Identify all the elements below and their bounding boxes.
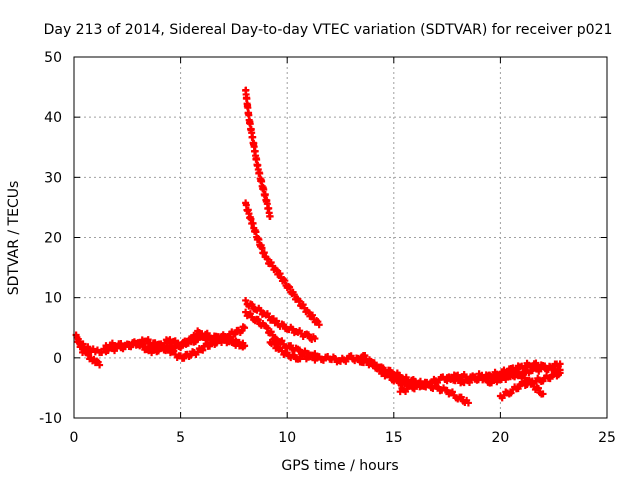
data-point (231, 330, 239, 338)
data-point (354, 354, 362, 362)
data-point (270, 340, 278, 348)
x-tick-label: 20 (491, 430, 509, 446)
data-point (257, 306, 265, 314)
data-point (254, 315, 262, 323)
data-point (248, 301, 256, 309)
data-point (556, 360, 564, 368)
series-arc-6 (242, 86, 274, 220)
data-point (187, 338, 195, 346)
data-point (311, 335, 319, 343)
data-point (281, 277, 289, 285)
data-point (464, 399, 472, 407)
data-point (315, 321, 323, 329)
y-tick-label: 20 (44, 231, 62, 247)
series-arc-7 (242, 199, 323, 329)
data-point (273, 266, 281, 274)
data-point (171, 337, 179, 345)
data-layer (72, 86, 564, 407)
data-point (263, 255, 271, 263)
data-point (290, 351, 298, 359)
data-point (457, 393, 465, 401)
data-point (539, 390, 547, 398)
data-point (556, 369, 564, 377)
data-point (241, 342, 249, 350)
data-point (154, 347, 162, 355)
data-point (263, 324, 271, 332)
data-point (546, 375, 554, 383)
data-point (241, 324, 249, 332)
data-point (370, 360, 378, 368)
data-point (488, 379, 496, 387)
data-point (199, 346, 207, 354)
data-point (287, 342, 295, 350)
data-point (534, 384, 542, 392)
series-arc-16 (507, 366, 547, 398)
y-tick-label: 40 (44, 110, 62, 126)
data-point (410, 385, 418, 393)
data-point (96, 361, 104, 369)
data-point (393, 375, 401, 383)
x-tick-label: 15 (385, 430, 403, 446)
data-point (246, 310, 254, 318)
data-point (309, 311, 317, 319)
data-point (195, 329, 203, 337)
ticks: 0 5 10 15 20 25 -10 0 10 20 30 40 50 (39, 50, 616, 446)
data-point (361, 352, 369, 360)
data-point (280, 321, 288, 329)
data-point (180, 354, 188, 362)
data-point (528, 379, 536, 387)
data-point (395, 371, 403, 379)
data-point (500, 391, 508, 399)
x-tick-label: 10 (278, 430, 296, 446)
data-point (276, 270, 284, 278)
data-point (507, 389, 515, 397)
data-point (514, 385, 522, 393)
data-point (295, 297, 303, 305)
y-tick-label: 10 (44, 291, 62, 307)
data-point (286, 283, 294, 291)
data-point (242, 296, 250, 304)
x-tick-label: 0 (70, 430, 79, 446)
series-arc-4 (134, 323, 249, 362)
data-point (211, 337, 219, 345)
x-tick-label: 5 (176, 430, 185, 446)
y-axis-label: SDTVAR / TECUs (6, 181, 22, 296)
data-point (273, 335, 281, 343)
x-axis-label: GPS time / hours (281, 458, 398, 474)
data-point (184, 339, 192, 347)
data-point (549, 364, 557, 372)
data-point (206, 339, 214, 347)
data-point (532, 359, 540, 367)
data-point (290, 291, 298, 299)
data-point (482, 374, 490, 382)
data-point (74, 335, 82, 343)
data-point (384, 370, 392, 378)
y-tick-label: -10 (39, 411, 62, 427)
data-point (170, 347, 178, 355)
data-point (379, 368, 387, 376)
data-point (273, 317, 281, 325)
chart-title: Day 213 of 2014, Sidereal Day-to-day VTE… (44, 22, 613, 38)
y-tick-label: 0 (53, 351, 62, 367)
series-arc-5 (187, 327, 249, 350)
series-arc-15 (496, 369, 564, 402)
data-point (448, 374, 456, 382)
y-tick-label: 30 (44, 170, 62, 186)
data-point (512, 368, 520, 376)
data-point (278, 337, 286, 345)
data-point (475, 370, 483, 378)
y-tick-label: 50 (44, 50, 62, 66)
x-tick-label: 25 (598, 430, 616, 446)
data-point (266, 212, 274, 220)
data-point (79, 340, 87, 348)
data-point (443, 386, 451, 394)
data-point (448, 388, 456, 396)
data-point (177, 344, 185, 352)
series-arc-8 (242, 296, 319, 343)
